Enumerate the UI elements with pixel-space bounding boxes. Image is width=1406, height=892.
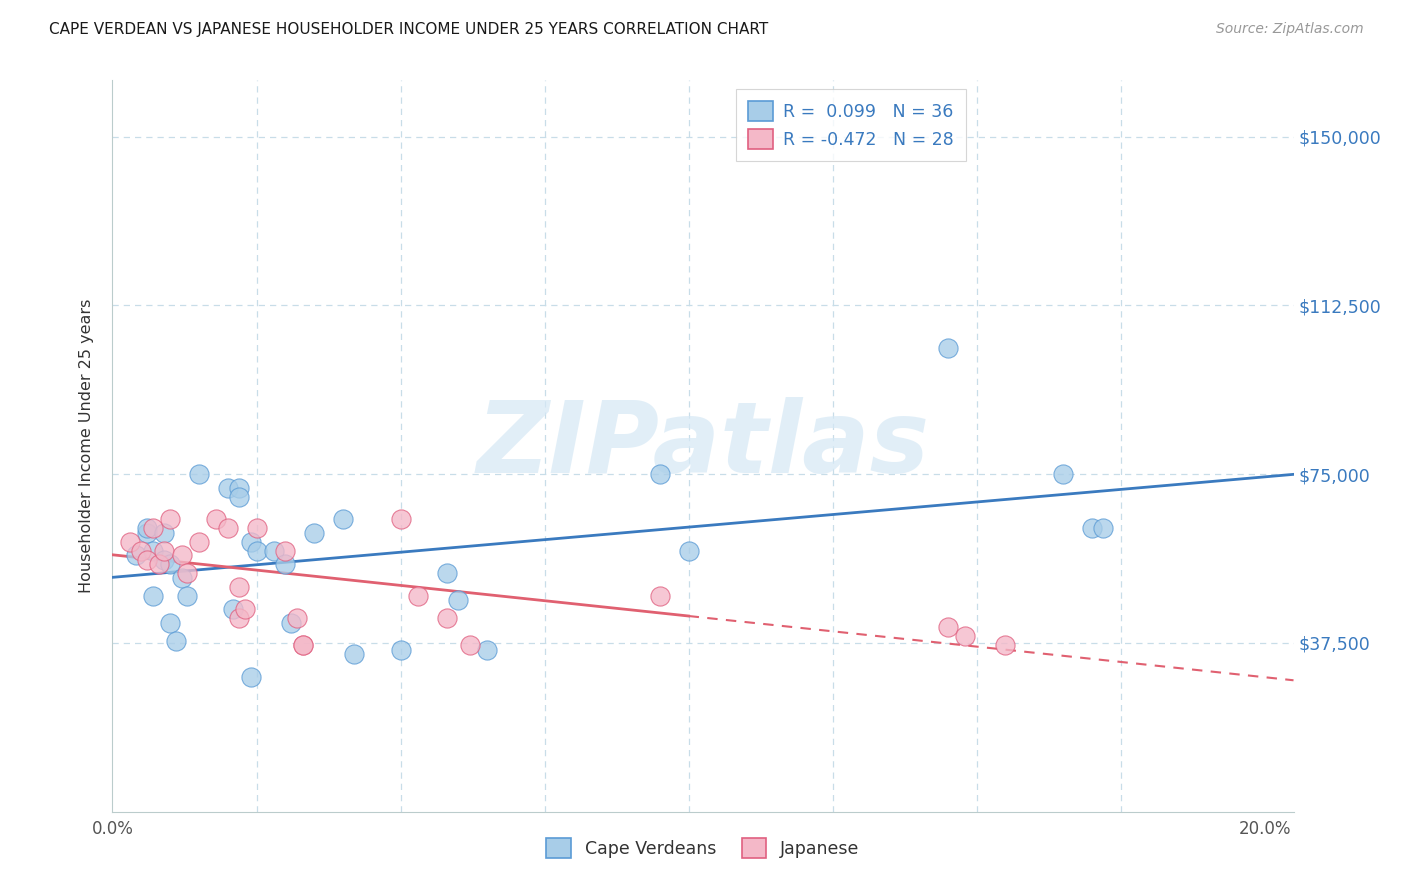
Point [124, 548, 146, 562]
Point [274, 557, 297, 571]
Point [228, 481, 250, 495]
Point [153, 543, 176, 558]
Legend: Cape Verdeans, Japanese: Cape Verdeans, Japanese [540, 831, 866, 865]
Point [291, 638, 314, 652]
Point [159, 557, 181, 571]
Point [648, 589, 671, 603]
Point [170, 548, 193, 562]
Point [291, 638, 314, 652]
Point [153, 525, 176, 540]
Point [263, 543, 285, 558]
Point [458, 638, 481, 652]
Point [1092, 521, 1115, 535]
Point [136, 521, 159, 535]
Point [953, 629, 976, 643]
Point [239, 534, 262, 549]
Point [228, 580, 250, 594]
Point [302, 525, 325, 540]
Point [343, 647, 366, 661]
Point [436, 611, 458, 625]
Point [142, 543, 165, 558]
Y-axis label: Householder Income Under 25 years: Householder Income Under 25 years [79, 299, 94, 593]
Point [936, 341, 959, 355]
Point [228, 490, 250, 504]
Point [228, 611, 250, 625]
Point [332, 512, 354, 526]
Point [148, 557, 170, 571]
Point [280, 615, 302, 630]
Point [239, 670, 262, 684]
Point [136, 552, 159, 566]
Point [1081, 521, 1104, 535]
Point [447, 593, 470, 607]
Point [142, 589, 165, 603]
Point [994, 638, 1017, 652]
Point [285, 611, 308, 625]
Point [245, 543, 267, 558]
Point [245, 521, 267, 535]
Point [233, 602, 256, 616]
Point [205, 512, 228, 526]
Text: Source: ZipAtlas.com: Source: ZipAtlas.com [1216, 22, 1364, 37]
Point [159, 615, 181, 630]
Point [165, 633, 187, 648]
Point [129, 543, 152, 558]
Point [176, 566, 198, 581]
Point [187, 467, 209, 482]
Point [274, 543, 297, 558]
Point [436, 566, 458, 581]
Point [176, 589, 198, 603]
Point [389, 642, 412, 657]
Point [389, 512, 412, 526]
Text: ZIPatlas: ZIPatlas [477, 398, 929, 494]
Point [159, 512, 181, 526]
Point [936, 620, 959, 634]
Point [475, 642, 498, 657]
Point [118, 534, 141, 549]
Point [187, 534, 209, 549]
Point [136, 525, 159, 540]
Point [406, 589, 429, 603]
Point [1052, 467, 1074, 482]
Point [170, 571, 193, 585]
Point [217, 521, 239, 535]
Text: CAPE VERDEAN VS JAPANESE HOUSEHOLDER INCOME UNDER 25 YEARS CORRELATION CHART: CAPE VERDEAN VS JAPANESE HOUSEHOLDER INC… [49, 22, 769, 37]
Point [222, 602, 245, 616]
Point [648, 467, 671, 482]
Point [153, 552, 176, 566]
Point [678, 543, 700, 558]
Point [217, 481, 239, 495]
Point [142, 521, 165, 535]
